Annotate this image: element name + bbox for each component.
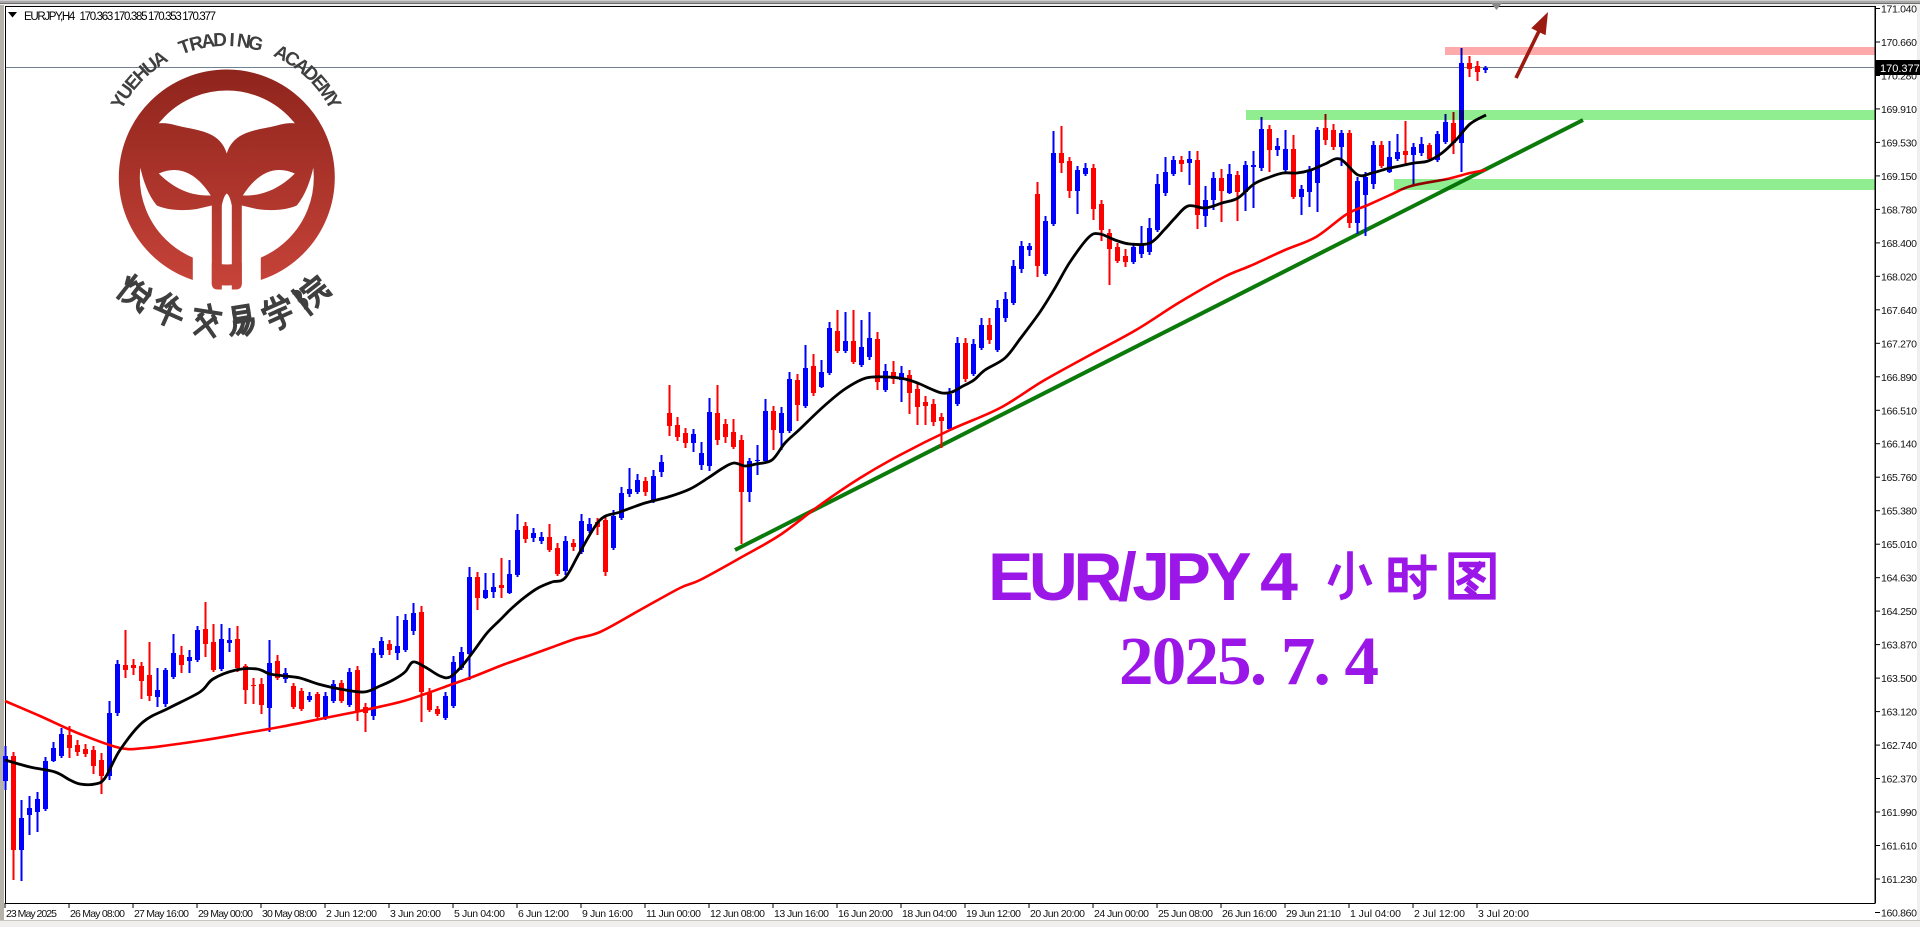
svg-text:171.040: 171.040 [1881, 4, 1917, 16]
svg-text:161.990: 161.990 [1881, 807, 1917, 819]
svg-text:164.630: 164.630 [1881, 573, 1917, 585]
svg-text:169.150: 169.150 [1881, 171, 1917, 183]
svg-text:27 May 16:00: 27 May 16:00 [134, 908, 189, 920]
svg-text:29 Jun 21:10: 29 Jun 21:10 [1286, 908, 1341, 920]
svg-text:160.860: 160.860 [1881, 908, 1917, 920]
svg-text:168.400: 168.400 [1881, 238, 1917, 250]
svg-text:A: A [200, 30, 217, 53]
svg-text:23 May 2025: 23 May 2025 [6, 908, 57, 920]
svg-text:165.760: 165.760 [1881, 472, 1917, 484]
svg-text:30 May 08:00: 30 May 08:00 [262, 908, 317, 920]
svg-text:164.250: 164.250 [1881, 606, 1917, 618]
svg-text:18 Jun 04:00: 18 Jun 04:00 [902, 908, 957, 920]
svg-text:162.740: 162.740 [1881, 740, 1917, 752]
svg-text:5 Jun 04:00: 5 Jun 04:00 [454, 908, 505, 920]
svg-text:166.890: 166.890 [1881, 372, 1917, 384]
svg-text:165.010: 165.010 [1881, 539, 1917, 551]
svg-text:D: D [213, 30, 228, 52]
svg-text:3 Jun 20:00: 3 Jun 20:00 [390, 908, 441, 920]
svg-text:11 Jun 00:00: 11 Jun 00:00 [646, 908, 701, 920]
svg-text:EURJPY,H4 170.363 170.385 17: EURJPY,H4 170.363 170.385 170.353 170.37… [24, 11, 216, 23]
svg-text:168.780: 168.780 [1881, 204, 1917, 216]
svg-text:163.870: 163.870 [1881, 640, 1917, 652]
svg-text:168.020: 168.020 [1881, 271, 1917, 283]
svg-text:167.270: 167.270 [1881, 338, 1917, 350]
svg-text:16 Jun 20:00: 16 Jun 20:00 [838, 908, 893, 920]
svg-text:6 Jun 12:00: 6 Jun 12:00 [518, 908, 569, 920]
svg-text:26 Jun 16:00: 26 Jun 16:00 [1222, 908, 1277, 920]
svg-text:163.500: 163.500 [1881, 673, 1917, 685]
svg-text:12 Jun 08:00: 12 Jun 08:00 [710, 908, 765, 920]
svg-text:163.120: 163.120 [1881, 707, 1917, 719]
svg-text:170.377: 170.377 [1880, 63, 1920, 75]
svg-text:161.230: 161.230 [1881, 874, 1917, 886]
svg-text:170.660: 170.660 [1881, 37, 1917, 49]
svg-text:R: R [187, 32, 206, 56]
svg-text:167.640: 167.640 [1881, 305, 1917, 317]
svg-text:165.380: 165.380 [1881, 506, 1917, 518]
svg-text:EUR/JPY 4: EUR/JPY 4 [988, 539, 1298, 615]
svg-text:169.530: 169.530 [1881, 137, 1917, 149]
svg-text:24 Jun 00:00: 24 Jun 00:00 [1094, 908, 1149, 920]
svg-text:166.140: 166.140 [1881, 439, 1917, 451]
svg-text:25 Jun 08:00: 25 Jun 08:00 [1158, 908, 1213, 920]
svg-text:I: I [229, 30, 235, 51]
svg-text:29 May 00:00: 29 May 00:00 [198, 908, 253, 920]
svg-text:2 Jul 12:00: 2 Jul 12:00 [1414, 908, 1465, 920]
svg-text:169.910: 169.910 [1881, 104, 1917, 116]
svg-text:1 Jul 04:00: 1 Jul 04:00 [1350, 908, 1401, 920]
svg-text:G: G [246, 32, 265, 56]
svg-text:162.370: 162.370 [1881, 774, 1917, 786]
svg-text:26 May 08:00: 26 May 08:00 [70, 908, 125, 920]
svg-text:19 Jun 12:00: 19 Jun 12:00 [966, 908, 1021, 920]
svg-text:3 Jul 20:00: 3 Jul 20:00 [1478, 908, 1529, 920]
svg-text:166.510: 166.510 [1881, 405, 1917, 417]
svg-text:2025. 7. 4: 2025. 7. 4 [1119, 623, 1379, 699]
svg-text:161.610: 161.610 [1881, 841, 1917, 853]
svg-text:20 Jun 20:00: 20 Jun 20:00 [1030, 908, 1085, 920]
svg-text:13 Jun 16:00: 13 Jun 16:00 [774, 908, 829, 920]
svg-text:N: N [235, 30, 252, 53]
svg-text:9 Jun 16:00: 9 Jun 16:00 [582, 908, 633, 920]
svg-text:2 Jun 12:00: 2 Jun 12:00 [326, 908, 377, 920]
